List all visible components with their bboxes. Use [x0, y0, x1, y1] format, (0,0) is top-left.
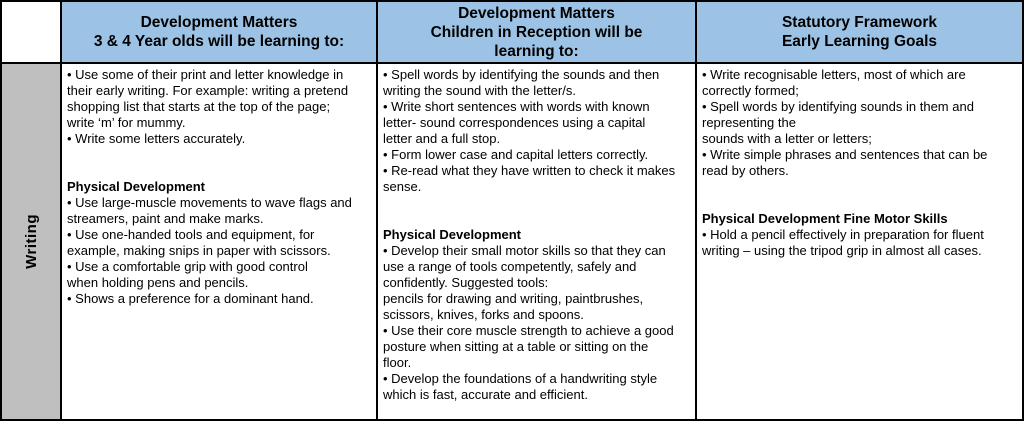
section-heading: Physical Development	[67, 179, 205, 194]
spacer	[702, 179, 1016, 211]
spacer	[383, 195, 689, 227]
bullet-paragraph: • Write some letters accurately.	[67, 131, 246, 146]
cell-early-learning-goals: • Write recognisable letters, most of wh…	[697, 64, 1022, 419]
cell-reception: • Spell words by identifying the sounds …	[378, 64, 695, 419]
header-development-matters-3-4: Development Matters 3 & 4 Year olds will…	[62, 2, 376, 62]
bullet-paragraph: • Write short sentences with words with …	[383, 99, 650, 146]
bullet-paragraph: • Use a comfortable grip with good contr…	[67, 259, 308, 290]
bullet-paragraph: • Develop their small motor skills so th…	[383, 243, 666, 322]
spacer	[67, 147, 370, 179]
row-header-writing: Writing	[2, 64, 60, 419]
header-development-matters-reception: Development Matters Children in Receptio…	[378, 2, 695, 62]
bullet-paragraph: • Use one-handed tools and equipment, fo…	[67, 227, 331, 258]
bullet-paragraph: • Write recognisable letters, most of wh…	[702, 67, 966, 98]
cell-3-4-year-olds: • Use some of their print and letter kno…	[62, 64, 376, 419]
bullet-paragraph: • Shows a preference for a dominant hand…	[67, 291, 314, 306]
bullet-paragraph: • Hold a pencil effectively in preparati…	[702, 227, 984, 258]
section-heading: Physical Development	[383, 227, 521, 242]
section-heading: Physical Development Fine Motor Skills	[702, 211, 948, 226]
empty-corner-cell	[2, 2, 60, 62]
bullet-paragraph: • Spell words by identifying the sounds …	[383, 67, 660, 98]
bullet-paragraph: • Form lower case and capital letters co…	[383, 147, 649, 162]
header-statutory-framework-elg: Statutory Framework Early Learning Goals	[697, 2, 1022, 62]
bullet-paragraph: • Use large-muscle movements to wave fla…	[67, 195, 352, 226]
row-header-writing-label: Writing	[22, 214, 40, 269]
bullet-paragraph: • Spell words by identifying sounds in t…	[702, 99, 974, 146]
bullet-paragraph: • Use their core muscle strength to achi…	[383, 323, 674, 370]
bullet-paragraph: • Write simple phrases and sentences tha…	[702, 147, 988, 178]
bullet-paragraph: • Re-read what they have written to chec…	[383, 163, 676, 194]
bullet-paragraph: • Develop the foundations of a handwriti…	[383, 371, 658, 402]
bullet-paragraph: • Use some of their print and letter kno…	[67, 67, 349, 130]
